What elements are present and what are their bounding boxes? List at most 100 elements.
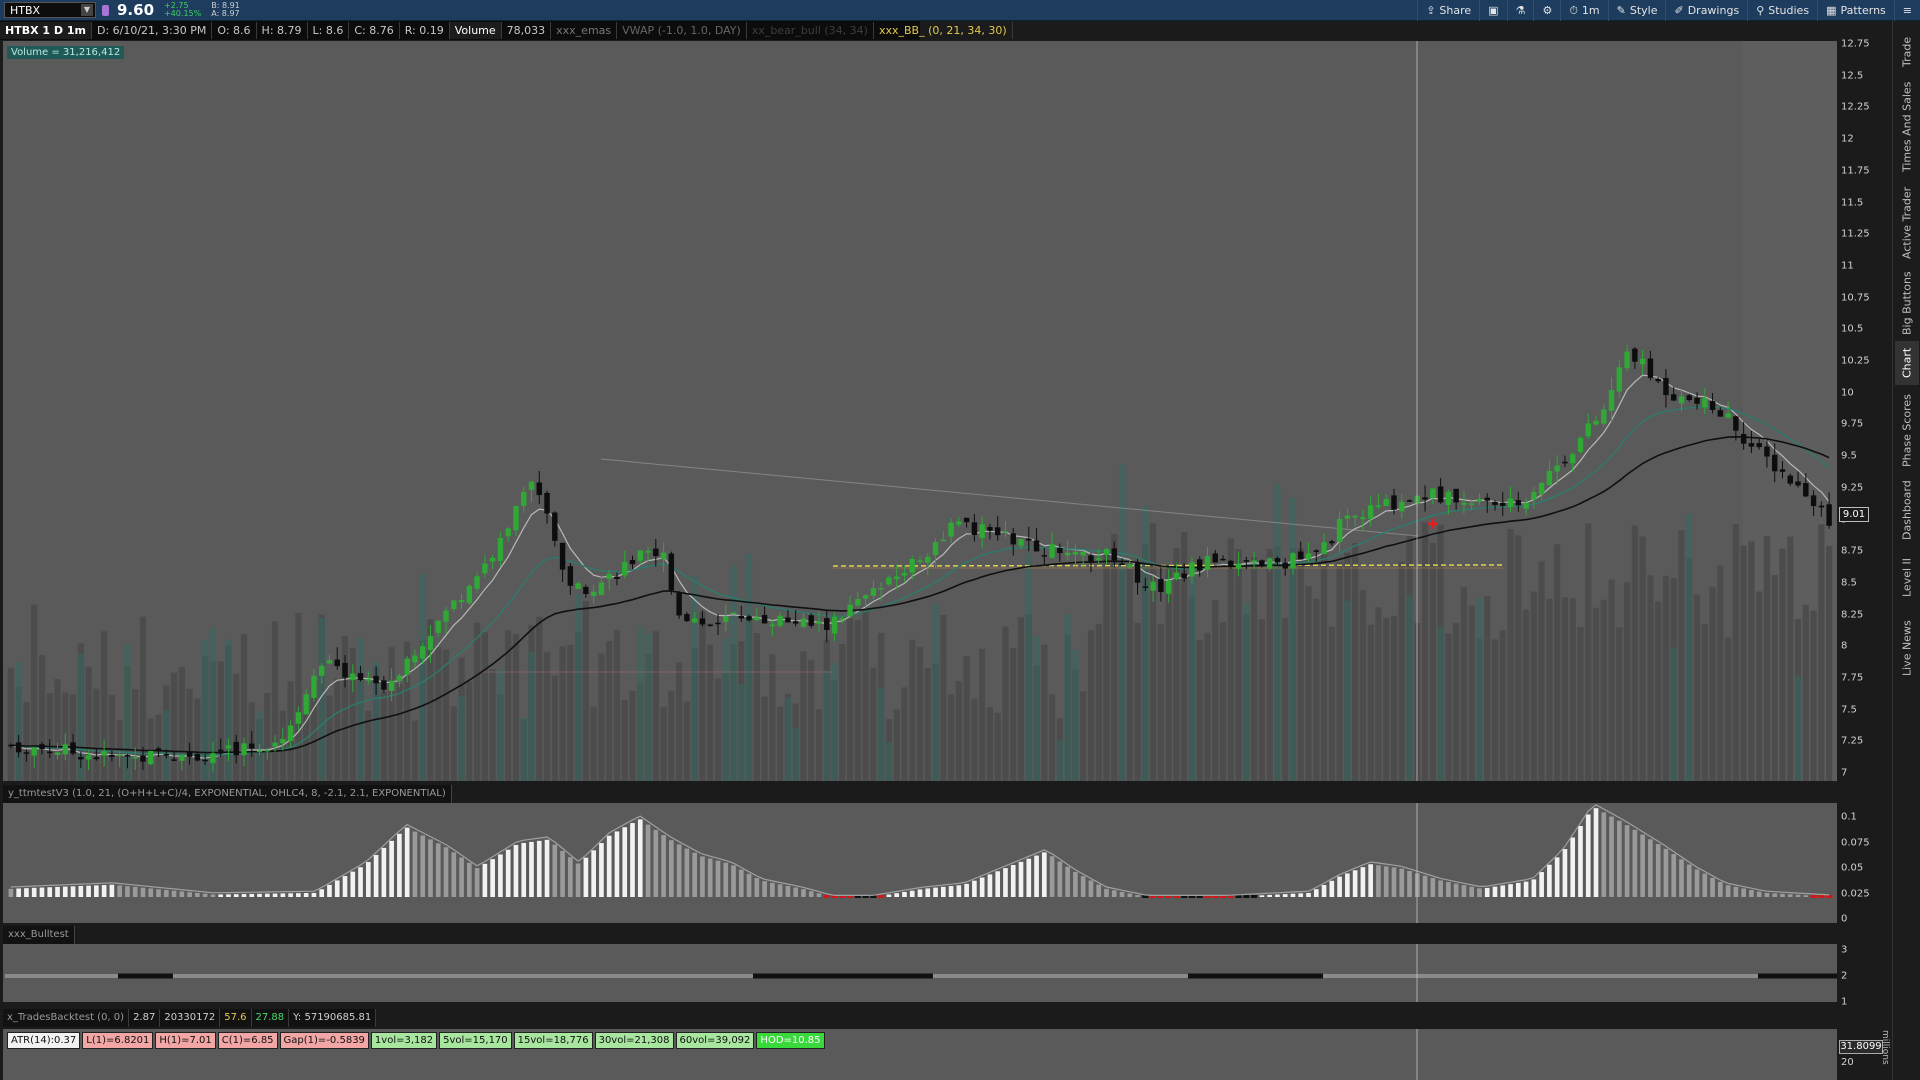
style-label: Style [1629,4,1658,17]
style-button[interactable]: ✎ Style [1607,0,1666,21]
volume-bar [1756,591,1763,781]
studies-button[interactable]: ⚲ Studies [1747,0,1817,21]
study-emas[interactable]: xxx_emas [551,22,618,39]
oscillator-bar [1104,888,1109,897]
oscillator-axis-tick: 0.05 [1841,862,1864,874]
share-button[interactable]: ⇪ Share [1417,0,1479,21]
flag-icon[interactable] [102,4,109,16]
stats-pane[interactable]: ATR(14):0.37 L(1)=6.8201 H(1)=7.01 C(1)=6.8… [3,1029,1837,1080]
side-tab-live-news[interactable]: Live News [1900,620,1914,676]
side-tab-chart[interactable]: Chart [1895,341,1919,385]
volume-bar [598,653,605,781]
stat-label: H(1)=7.01 [155,1032,216,1049]
oscillator-bar [474,868,480,897]
volume-bar [1017,617,1025,781]
volume-bar [1530,591,1537,781]
volume-bar [101,631,108,781]
volume-bar [1429,543,1436,781]
volume-bar-spike [528,651,535,781]
oscillator-bar [1282,894,1288,897]
candle-body [1507,498,1514,508]
volume-bar [582,601,589,781]
oscillator-bar [536,840,542,897]
drawings-button[interactable]: ✐ Drawings [1665,0,1747,21]
bulltest-pane[interactable] [3,944,1837,1002]
volume-bar [1647,575,1654,781]
oscillator-bar [1725,885,1731,897]
volume-bar [1577,627,1584,781]
oscillator-title[interactable]: y_ttmtestV3 (1.0, 21, (O+H+L+C)/4, EXPON… [3,785,452,803]
screenshot-button[interactable]: ▣ [1479,0,1506,21]
candle-body [1220,558,1226,561]
price-axis-tick: 12.75 [1841,38,1870,50]
oscillator-pane[interactable] [3,803,1837,923]
flask-icon: ⚗ [1515,4,1526,17]
oscillator-bar [669,840,674,897]
side-tab-phase-scores[interactable]: Phase Scores [1900,394,1914,468]
bulltest-title[interactable]: xxx_Bulltest [3,926,75,944]
price-axis[interactable]: 12.75 12.5 12.25 12 11.75 11.5 11.25 11 10.75 10.… [1837,38,1892,781]
oscillator-bar [1515,882,1521,897]
chevron-down-icon[interactable]: ▼ [81,4,93,16]
oscillator-squeeze-dot [1810,895,1817,898]
oscillator-bar [707,858,713,897]
side-tab-times-and-sales[interactable]: Times And Sales [1900,81,1914,173]
oscillator-bar [1702,873,1708,897]
oscillator-squeeze-dot [831,895,838,898]
oscillator-squeeze-dot [854,895,861,898]
volume-study-label[interactable]: Volume [449,22,502,39]
stat-label: C(1)=6.85 [217,1032,278,1049]
volume-bar [1771,575,1778,781]
timeframe-button[interactable]: ⏱ 1m [1560,0,1607,21]
volume-bar [1507,528,1514,781]
oscillator-bar [303,893,309,897]
volume-bar [295,612,302,781]
candle-body [1127,564,1133,568]
flask-button[interactable]: ⚗ [1506,0,1534,21]
candle-body [365,679,372,681]
price-chart-pane[interactable]: ✚ Volume = 31,216,412 [3,41,1837,781]
candle-body [132,757,138,759]
stat-label: 1vol=3,182 [370,1032,438,1049]
settings-button[interactable]: ⚙ [1533,0,1560,21]
candle-body [676,592,682,616]
candle-body [1095,558,1102,560]
side-tab-dashboard[interactable]: Dashboard [1900,480,1914,540]
oscillator-bar [47,887,53,897]
side-tab-big-buttons[interactable]: Big Buttons [1900,271,1914,335]
candle-body [816,621,822,624]
study-vwap[interactable]: VWAP (-1.0, 1.0, DAY) [617,22,747,39]
price-axis-tick: 10 [1841,387,1854,399]
candle-body [1010,533,1016,545]
candle-body [350,673,356,681]
price-change: +2.75 +40.15% [164,2,201,18]
stat-label: Gap(1)=-0.5839 [279,1032,369,1049]
volume-bar [38,654,46,781]
trades-backtest-title[interactable]: x_TradesBacktest (0, 0) [3,1009,130,1027]
drawings-label: Drawings [1687,4,1740,17]
candle-body [1336,518,1343,543]
volume-bar-spike [15,662,22,781]
symbol-period[interactable]: HTBX 1 D 1m [0,22,92,39]
symbol-selector[interactable]: HTBX ▼ [4,2,96,18]
oscillator-bar [661,835,666,897]
patterns-button[interactable]: ▦ Patterns [1817,0,1894,21]
candle-body [78,756,84,760]
candle-body [808,615,814,626]
side-tab-trade[interactable]: Trade [1900,36,1914,68]
volume-bar [629,691,636,781]
side-tab-level-ii[interactable]: Level II [1900,557,1914,597]
candle-body [575,583,581,589]
volume-bar [707,644,714,781]
candle-body [412,655,418,663]
oscillator-squeeze-dot [1227,895,1234,898]
study-bear-bull[interactable]: xx_bear_bull (34, 34) [747,22,874,39]
menu-button[interactable]: ≡ [1893,0,1920,21]
oscillator-bar [1593,808,1599,897]
oscillator-bar [1500,885,1506,897]
bar-date: D: 6/10/21, 3:30 PM [92,22,213,39]
price-axis-tick: 12.5 [1841,70,1864,82]
study-bb[interactable]: xxx_BB_ (0, 21, 34, 30) [874,22,1013,39]
side-tab-active-trader[interactable]: Active Trader [1900,186,1914,260]
bulltest-axis: 3 2 1 [1837,944,1892,1008]
